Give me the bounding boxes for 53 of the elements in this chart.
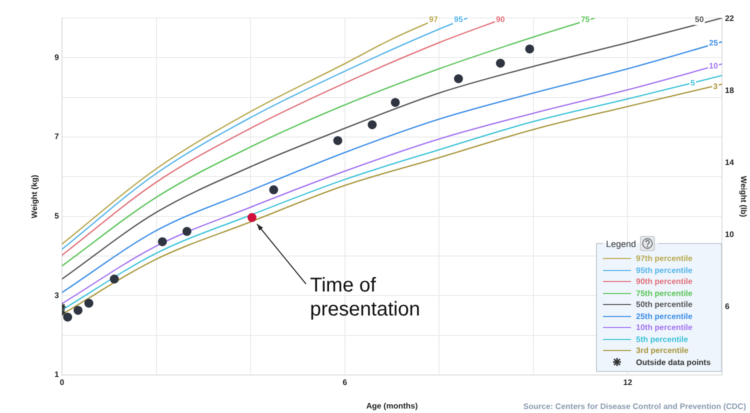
legend-label: Outside data points [636,358,711,367]
x-tick-label: 12 [623,378,633,388]
annotation: 50 [694,15,704,24]
legend-label: 97th percentile [636,254,692,264]
source-note: Source: Centers for Disease Control and Prevention (CDC) [523,402,746,411]
x-tick-label: 6 [342,378,348,388]
annotation: 25 [709,38,719,48]
point [496,58,505,68]
point [390,98,400,107]
y2-tick-label: 10 [725,230,734,239]
legend-label: 5th percentile [636,334,688,344]
legend-label: 3rd percentile [636,346,688,356]
legend-label: 25th percentile [636,312,692,321]
legend-label: 10th percentile [636,323,692,332]
legend-label: 95th percentile [636,266,692,275]
point [63,312,72,322]
y-tick-label: 7 [54,132,60,142]
annotation: 5 [690,78,696,88]
point [247,213,256,222]
y-tick-label: 1 [54,370,60,380]
y2-tick-label: 18 [725,86,734,95]
y2-tick-label: 22 [725,14,734,24]
annotation: 75 [580,15,590,24]
y-tick-label: 9 [54,52,60,62]
point [333,136,342,146]
y2-tick-label: 14 [725,158,734,167]
annotation: 97 [429,15,438,24]
x-tick-label: 0 [60,378,65,388]
annotation: Time of presentation [310,274,420,321]
y-tick-label: 3 [54,290,60,300]
point [74,306,83,315]
y2-tick-label: 6 [725,302,730,311]
annotation: 90 [496,15,506,24]
annotation: 10 [709,62,719,71]
legend-label: 50th percentile [636,300,692,310]
point [525,44,534,54]
point [158,237,167,246]
y-axis-title: Weight (kg) [30,174,40,218]
point [269,185,278,194]
point [182,226,192,236]
y-tick-label: 5 [54,212,60,221]
y2-axis-title: Weight (lb) [738,176,748,218]
legend-title: Legend [606,238,636,248]
line-series [62,18,596,267]
x-axis-title: Age (months) [366,401,418,410]
point [84,298,94,308]
legend-label: 75th percentile [636,288,692,298]
legend-label: 90th percentile [636,277,692,286]
point [368,120,377,130]
annotation: 3 [713,82,718,91]
point [454,74,463,84]
point [110,274,119,284]
annotation: 95 [454,15,464,24]
